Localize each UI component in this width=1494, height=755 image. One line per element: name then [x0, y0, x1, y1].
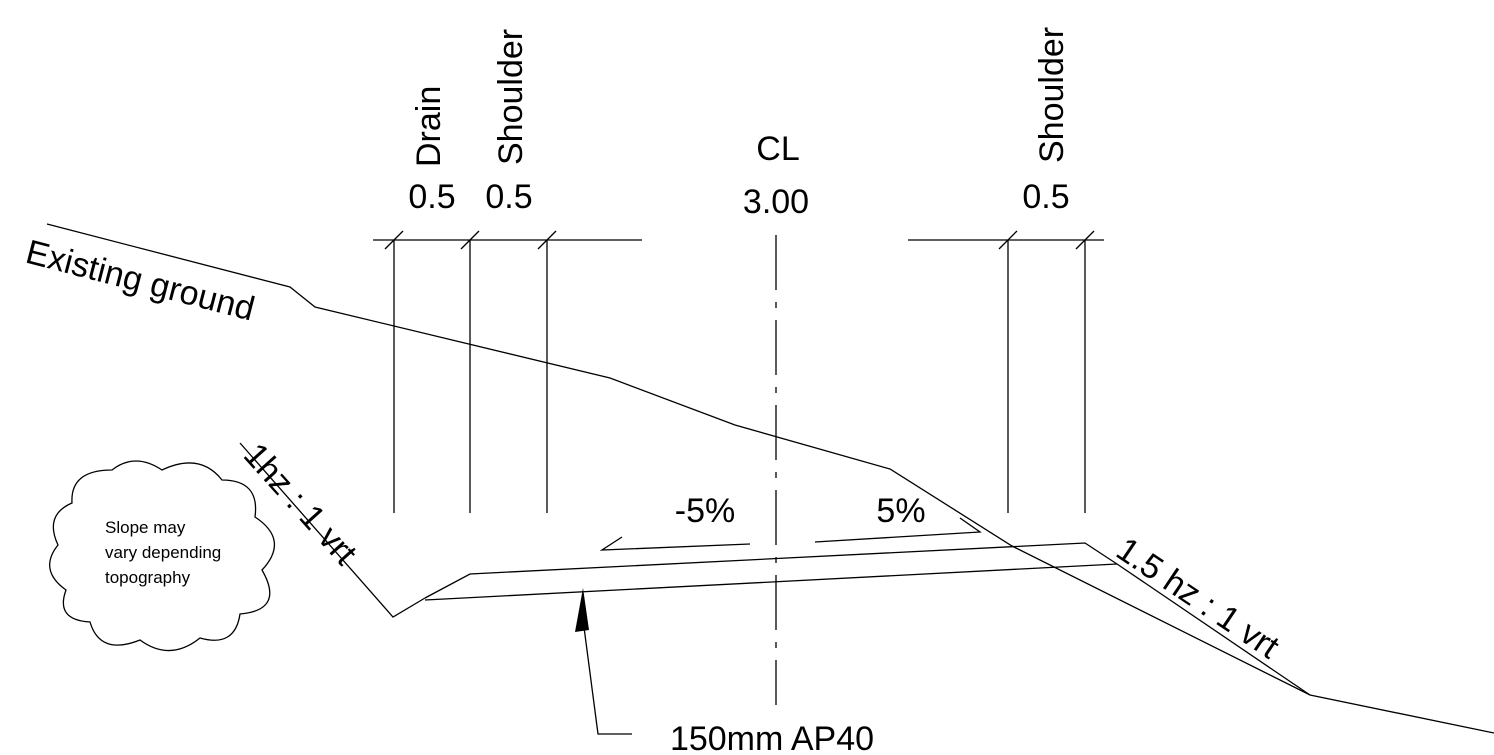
pavement-leader-line [581, 611, 632, 735]
dimension-drain-width: 0.5 [408, 178, 455, 216]
note-cloud [49, 460, 276, 652]
pavement-leader-arrowhead [575, 588, 589, 632]
label-pavement: 150mm AP40 [670, 720, 874, 755]
pavement-base-line [424, 563, 1118, 601]
label-shoulder-right: Shoulder [1033, 27, 1071, 163]
label-centerline: CL [756, 130, 799, 168]
label-shoulder-left: Shoulder [492, 29, 530, 165]
label-right-slope: 1.5 hz : 1 vrt [1110, 530, 1287, 666]
crossfall-arrow-right [814, 517, 982, 543]
label-existing-ground: Existing ground [22, 233, 258, 328]
label-crossfall-right: 5% [876, 492, 925, 530]
left-cut-slope [239, 442, 426, 618]
dimension-shoulder-right-width: 0.5 [1022, 178, 1069, 216]
label-crossfall-left: -5% [675, 492, 735, 530]
note-line-1: Slope may [105, 518, 186, 537]
label-drain: Drain [410, 86, 448, 167]
pavement-top-surface [424, 542, 1311, 696]
dimension-lane-width: 3.00 [743, 183, 809, 221]
road-formation [239, 442, 1311, 696]
note-line-2: vary depending [105, 543, 221, 562]
crossfall-arrow-left [599, 536, 751, 551]
note-line-3: topography [105, 568, 191, 587]
dimension-shoulder-left-width: 0.5 [485, 178, 532, 216]
existing-ground-line [46, 223, 1494, 734]
extension-lines [393, 240, 1086, 513]
